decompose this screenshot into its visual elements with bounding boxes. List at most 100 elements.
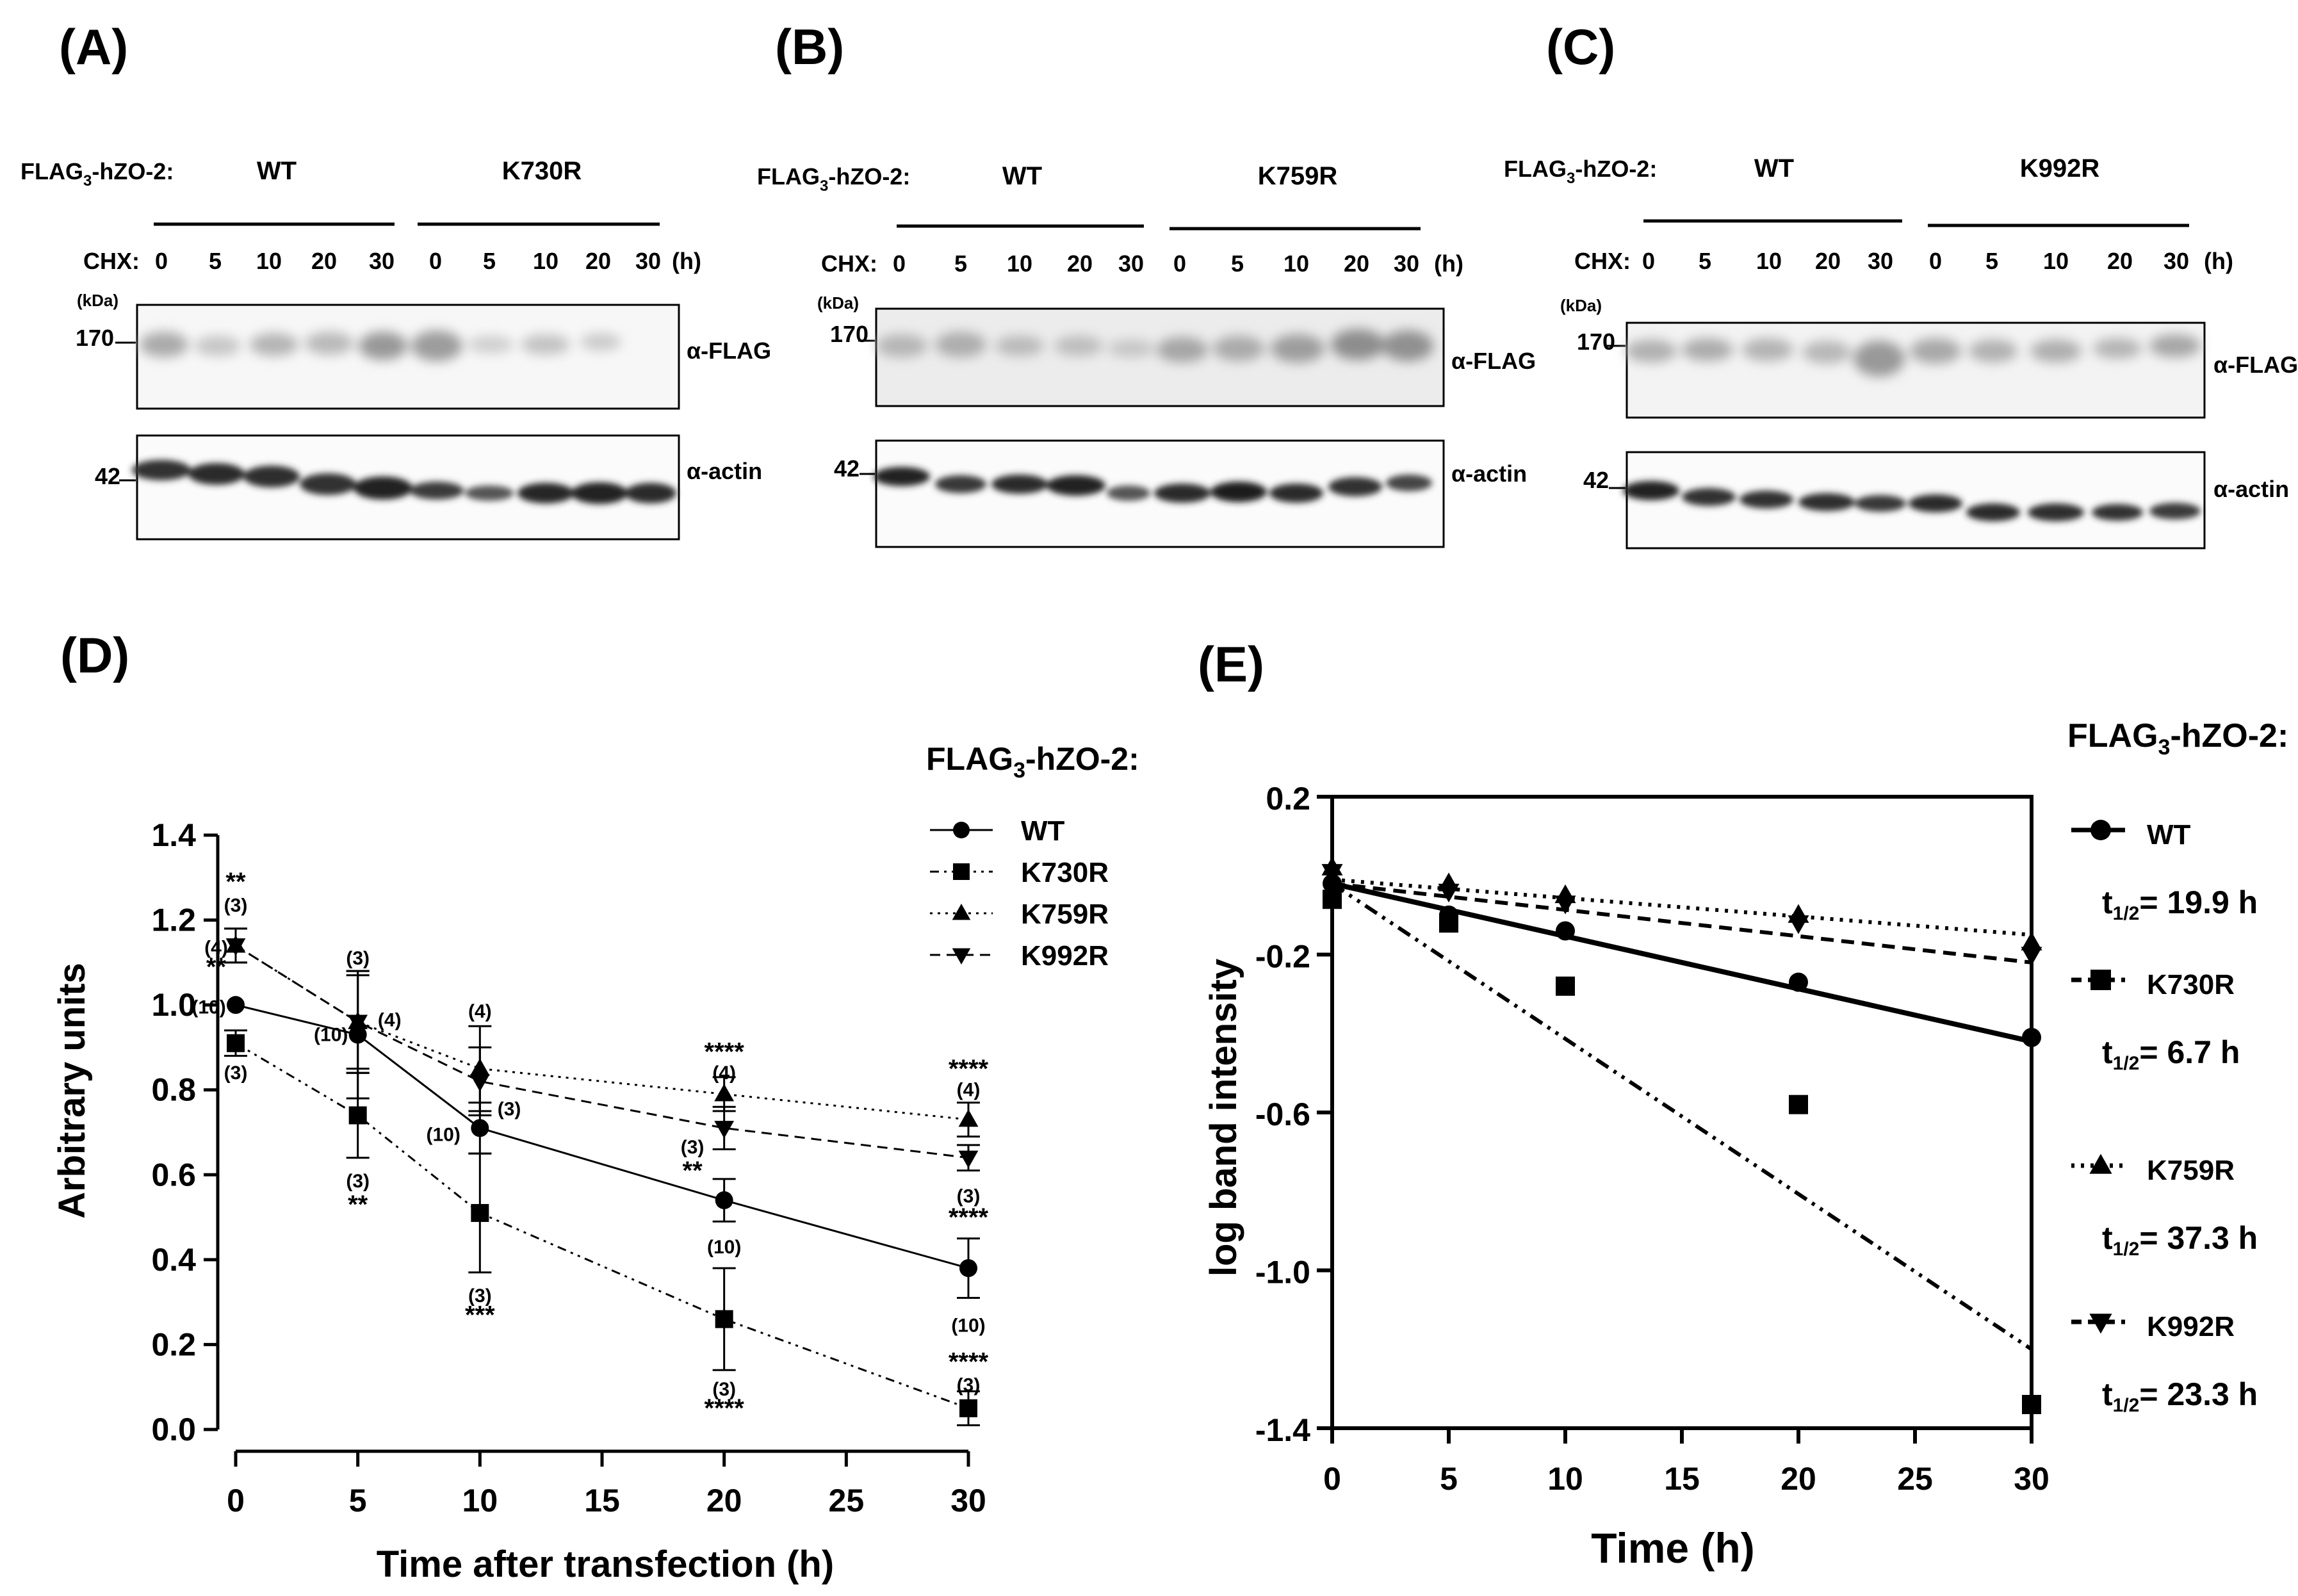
marker-triangle-down [1438,883,1460,903]
time-label: 0 [155,248,168,274]
y-tick-label: -1.4 [1255,1412,1310,1448]
mw-42-a: 42 [95,463,120,489]
annotation: (3) [712,1379,736,1400]
legend-item-k992r: K992R [930,940,1109,972]
fit-line [1332,881,2032,1044]
marker-circle [953,822,970,838]
ab-flag-b: α-FLAG [1451,348,1536,374]
marker-triangle-down [952,948,971,965]
flag-blot-c [1626,322,2206,419]
time-label: 30 [1118,250,1144,277]
annotation: (10) [426,1124,460,1145]
marker-circle [959,1259,977,1278]
unit-label-b: (h) [1434,250,1463,277]
y-axis-label: log band intensity [1203,959,1244,1276]
y-tick-label: -0.6 [1255,1096,1310,1132]
annotation: (4) [957,1080,981,1101]
legend-label: K992R [1021,940,1109,972]
series-wt [1323,874,2041,1047]
annotation: (3) [957,1185,981,1207]
marker-square [1439,913,1458,933]
flag-blot-a [136,304,680,410]
legend-item-k759r: K759R t1/2= 37.3 h [2071,1153,2258,1260]
chart-d: (D) Arbitrary units Time after transfect… [51,627,1139,1585]
legend-label: K759R [1021,899,1109,930]
half-life-symbol: t [2102,1376,2113,1412]
mw-170-a: 170 [76,325,114,351]
time-label: 5 [1699,248,1711,274]
marker-circle [227,996,245,1014]
group-wt-label-a: WT [257,157,297,185]
annotation: *** [465,1301,495,1329]
legend-label: K759R [2147,1155,2235,1186]
marker-triangle-down [2089,1314,2112,1334]
legend-item-k759r: K759R [930,899,1109,930]
marker-square [471,1203,489,1222]
marker-square [2090,970,2111,990]
y-tick-label: 0.8 [151,1072,196,1108]
x-tick-label: 15 [1664,1461,1700,1497]
construct-label-b: FLAG3-hZO-2: [757,163,910,195]
marker-square [1323,890,1342,909]
time-label: 30 [635,248,661,274]
x-tick-label: 10 [462,1483,498,1519]
time-label: 10 [1283,250,1309,277]
kda-label-c: (kDa) [1560,296,1602,315]
ab-actin-b: α-actin [1451,460,1527,487]
half-life-value: = 37.3 h [2139,1220,2258,1256]
x-tick-label: 15 [584,1483,620,1519]
flag-bands-a [140,330,621,361]
time-labels-a: 0 5 10 20 30 0 5 10 20 30 [155,248,661,274]
panel-label-d: (D) [60,627,129,683]
time-label: 5 [483,248,496,274]
time-label: 0 [1929,248,1942,274]
time-label: 10 [256,248,282,274]
annotation: (3) [681,1137,705,1158]
marker-triangle-down [2021,947,2042,966]
blot-panel-b: (B) FLAG3-hZO-2: WT K759R CHX: 0 5 10 20… [757,19,1536,548]
y-tick-label: 0.6 [151,1157,196,1193]
marker-triangle-up [714,1084,735,1102]
legend-item-k992r: K992R t1/2= 23.3 h [2071,1311,2258,1416]
legend-item-wt: WT [930,815,1065,847]
time-label: 10 [2043,248,2069,274]
flag-bands-b [876,329,1433,362]
marker-circle [1556,921,1575,941]
y-tick-label: 1.0 [151,987,196,1023]
panel-label-c: (C) [1546,19,1615,75]
time-label: 30 [369,248,395,274]
marker-circle [1789,972,1808,992]
time-label: 20 [585,248,611,274]
annotation: (3) [224,895,248,916]
legend-item-k730r: K730R t1/2= 6.7 h [2071,969,2240,1074]
annotation: **** [705,1038,745,1066]
x-tick-label: 20 [1781,1461,1816,1497]
annotation: ** [348,1191,368,1219]
marker-square [2022,1395,2041,1415]
time-labels-c: 0 5 10 20 30 0 5 10 20 30 [1642,248,2189,274]
half-life-subscript: 1/2 [2113,903,2140,924]
marker-circle [715,1191,733,1210]
half-life-label: t1/2= 19.9 h [2102,884,2258,924]
marker-triangle-down [348,1014,368,1032]
mw-170-c: 170 [1577,329,1615,355]
flag-bands-c [1626,334,2201,377]
marker-square [959,1399,977,1417]
x-tick-label: 20 [706,1483,742,1519]
panel-label-e: (E) [1198,636,1264,692]
annotation: (10) [707,1237,741,1258]
y-tick-label: 0.2 [151,1326,196,1362]
marker-triangle-down [1321,864,1343,883]
x-tick-label: 30 [950,1483,986,1519]
group-mut-label-a: K730R [502,157,582,185]
y-tick-label: 0.0 [151,1412,196,1447]
annotation: (10) [951,1315,985,1337]
annotation: (3) [346,948,370,969]
time-label: 20 [2107,248,2133,274]
legend-item-wt: WT t1/2= 19.9 h [2071,819,2258,924]
annotation: **** [949,1348,989,1376]
time-label: 20 [1815,248,1841,274]
annotation: (3) [498,1099,521,1120]
annotation: **** [949,1203,989,1232]
